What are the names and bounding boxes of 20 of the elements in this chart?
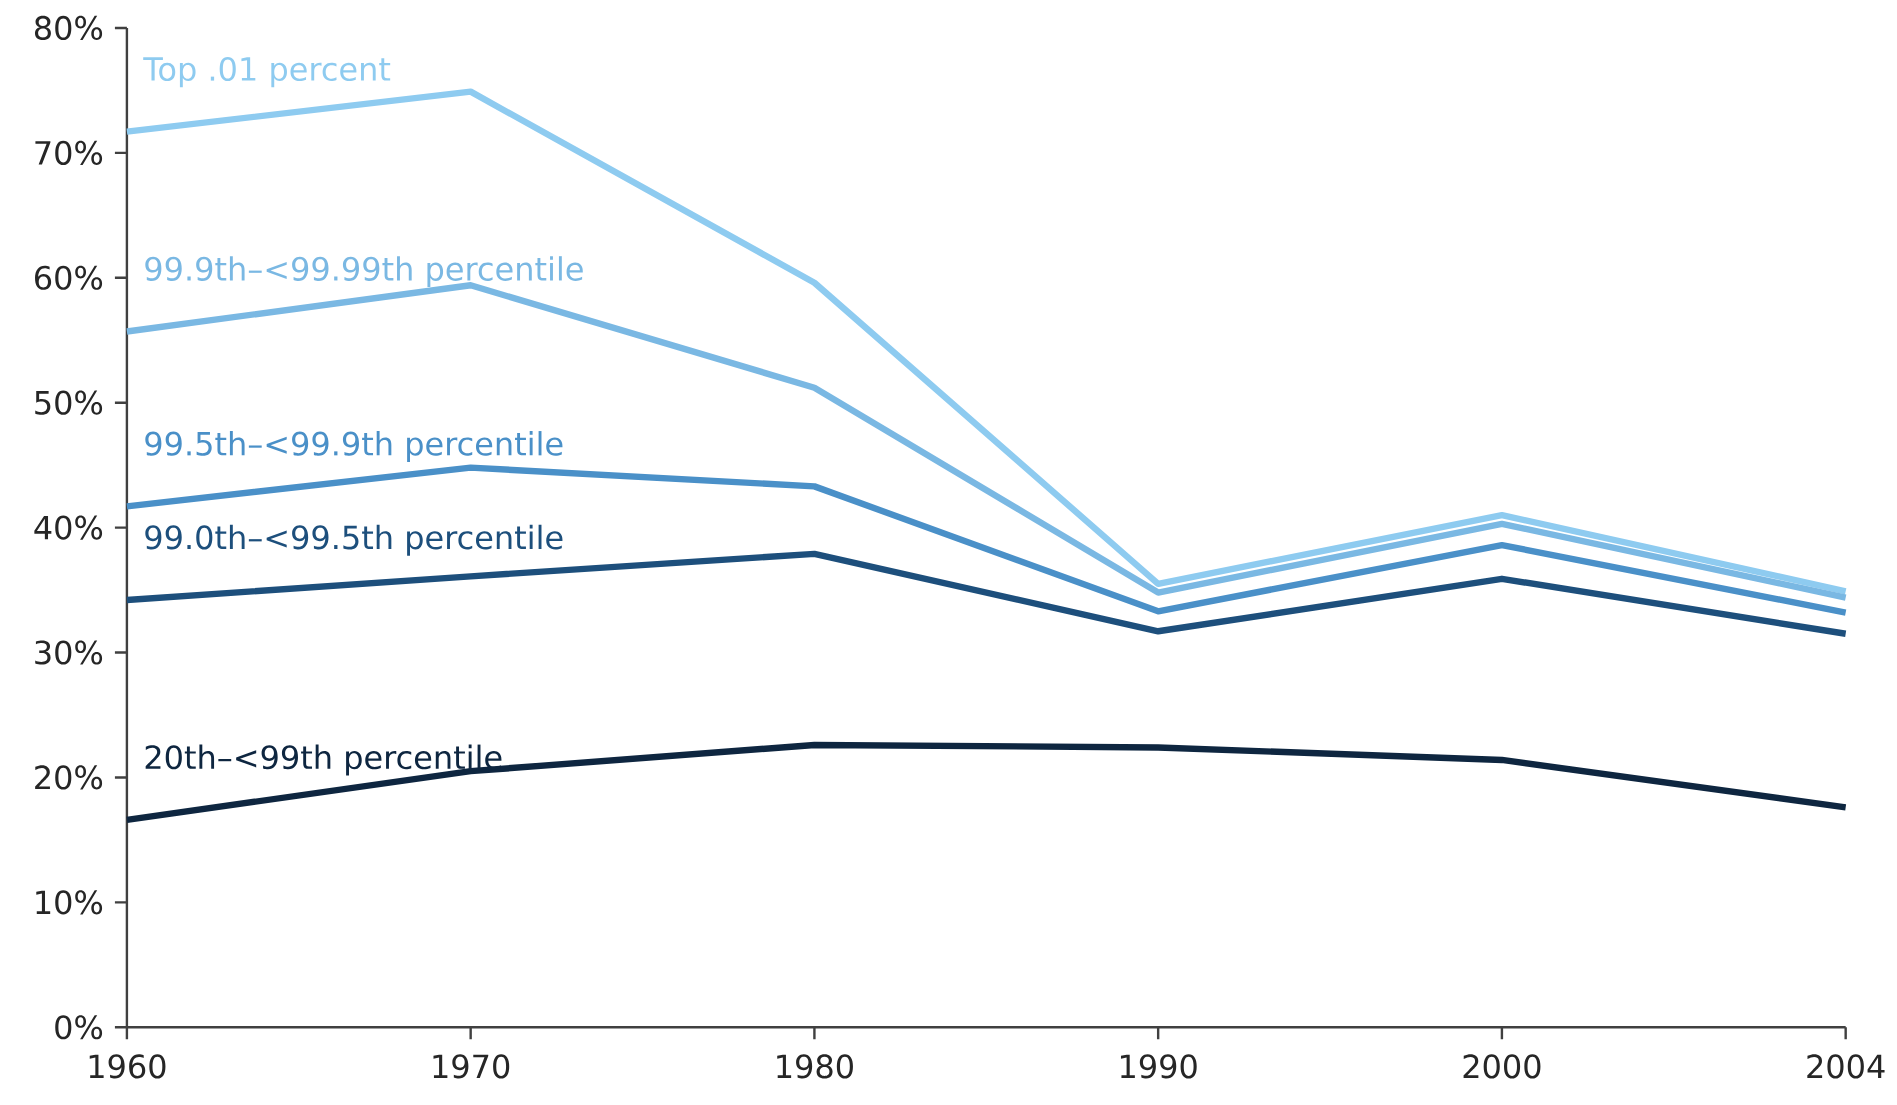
y-tick-label: 10% — [36, 890, 103, 915]
series-label: 99.0th–<99.5th percentile — [145, 524, 563, 556]
y-tick-label: 50% — [35, 390, 103, 415]
y-tick-label: 80% — [34, 15, 103, 40]
series-label: Top .01 percent — [143, 56, 391, 88]
x-tick-label: 1970 — [433, 1054, 510, 1079]
x-tick-label: 2000 — [1463, 1054, 1541, 1079]
y-tick-label: 0% — [55, 1015, 103, 1040]
x-tick-label: 1990 — [1120, 1054, 1197, 1079]
y-tick-label: 70% — [35, 140, 103, 165]
series-label: 20th–<99th percentile — [145, 744, 502, 776]
x-tick-label: 2004 — [1807, 1054, 1885, 1079]
y-tick-label: 30% — [35, 640, 103, 665]
series-label: 99.5th–<99.9th percentile — [145, 430, 563, 462]
y-tick-label: 20% — [35, 765, 103, 790]
y-tick-label: 60% — [35, 265, 103, 290]
y-tick-label: 40% — [34, 515, 103, 540]
x-tick-label: 1980 — [777, 1054, 853, 1079]
x-tick-label: 1960 — [89, 1054, 166, 1079]
series-label: 99.9th–<99.99th percentile — [145, 256, 583, 288]
